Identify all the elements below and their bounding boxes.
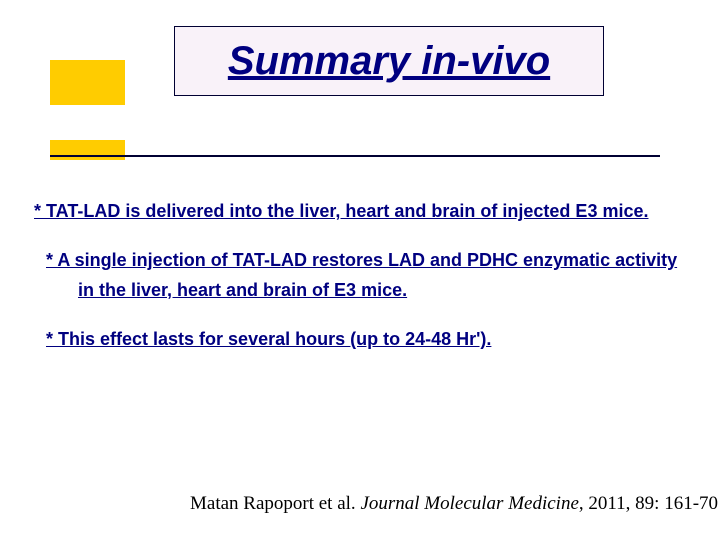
bullet-item-2-line1: * A single injection of TAT-LAD restores… — [46, 249, 696, 272]
citation-rest: , 2011, 89: 161-70 — [579, 493, 718, 514]
citation-journal: Journal Molecular Medicine — [360, 493, 578, 514]
title-box: Summary in-vivo — [174, 26, 604, 96]
bullet-list: * TAT-LAD is delivered into the liver, h… — [34, 200, 700, 352]
citation: Matan Rapoport et al. Journal Molecular … — [190, 493, 720, 515]
decor-orange-block-1 — [50, 60, 125, 105]
bullet-item-3: * This effect lasts for several hours (u… — [46, 328, 700, 351]
citation-author: Matan Rapoport et al. — [190, 493, 360, 514]
bullet-item-1: * TAT-LAD is delivered into the liver, h… — [34, 200, 700, 223]
decor-orange-block-2 — [50, 140, 125, 160]
horizontal-rule — [50, 155, 660, 157]
bullet-item-2-line2: in the liver, heart and brain of E3 mice… — [78, 279, 700, 302]
slide-title: Summary in-vivo — [228, 39, 550, 84]
